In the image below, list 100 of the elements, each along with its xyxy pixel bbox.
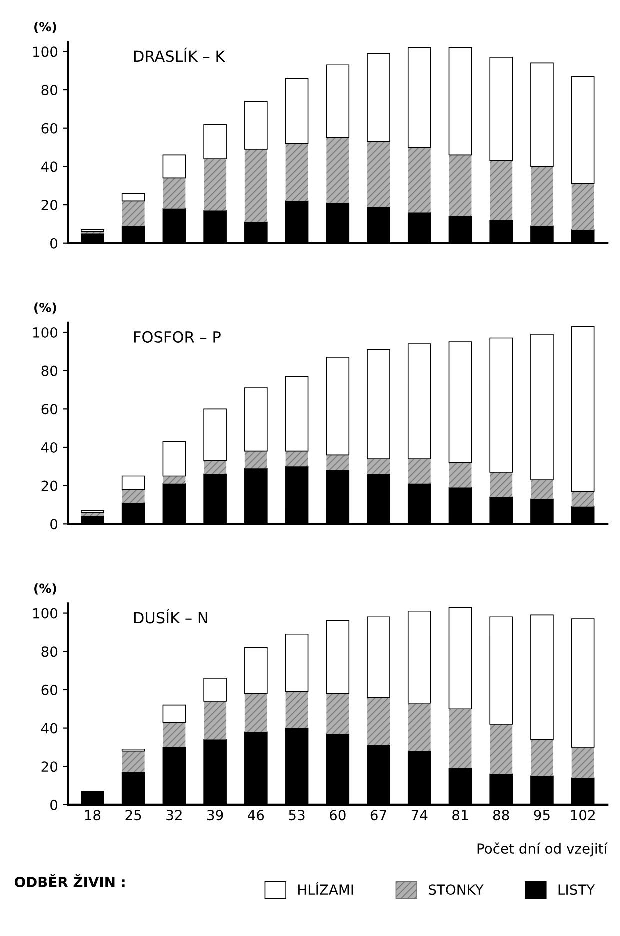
bar <box>204 408 227 462</box>
legend-label: STONKY <box>429 884 484 896</box>
y-tick-label: 20 <box>42 200 58 211</box>
bar <box>244 647 268 694</box>
y-tick-label: 60 <box>42 123 58 134</box>
bar <box>204 701 227 740</box>
bar <box>162 704 186 723</box>
bar <box>408 344 432 460</box>
bar <box>408 458 431 484</box>
bar <box>408 47 432 148</box>
bar <box>572 184 594 230</box>
bar <box>244 694 268 732</box>
x-axis-title: Počet dní od vzejití <box>478 842 608 857</box>
y-tick-label: 60 <box>42 404 58 415</box>
bar <box>490 724 513 774</box>
y-tick-label: 40 <box>41 723 58 734</box>
bar <box>490 338 514 473</box>
bar <box>122 201 145 226</box>
bar <box>326 455 350 470</box>
bar <box>530 740 554 776</box>
x-tick-label: 39 <box>208 810 224 821</box>
bar <box>122 476 146 490</box>
x-tick-label: 67 <box>370 810 386 821</box>
bar <box>530 334 554 480</box>
x-tick-label: 46 <box>248 810 264 821</box>
bar <box>408 610 432 704</box>
y-axis-title: (%) <box>34 22 56 34</box>
x-tick-label: 102 <box>571 810 595 821</box>
legend-title: ODBĚR ŽIVIN : <box>14 874 125 888</box>
x-tick-label: 60 <box>330 810 346 821</box>
y-tick-label: 0 <box>50 519 58 530</box>
bar <box>326 357 350 456</box>
y-tick-label: 100 <box>33 327 58 338</box>
bar <box>572 747 594 778</box>
x-tick-label: 74 <box>412 810 428 820</box>
bar <box>326 138 350 204</box>
y-tick-label: 60 <box>42 684 58 696</box>
bar <box>367 349 390 460</box>
bar <box>81 512 104 516</box>
y-tick-label: 100 <box>33 608 58 619</box>
y-tick-label: 80 <box>42 646 58 658</box>
bar <box>368 458 390 474</box>
bar <box>285 376 309 452</box>
bar <box>368 698 390 746</box>
bar <box>571 618 595 748</box>
y-tick-label: 100 <box>33 46 58 58</box>
chart-title: DUSÍK – N <box>134 609 208 624</box>
bar <box>122 751 145 772</box>
bar <box>286 144 308 202</box>
bar <box>244 388 268 452</box>
y-tick-label: 80 <box>42 366 58 376</box>
y-tick-label: 80 <box>42 85 58 96</box>
y-tick-label: 40 <box>41 162 58 172</box>
bar <box>326 64 350 138</box>
chart-title: DRASLÍK – K <box>134 48 226 62</box>
bar <box>572 492 594 507</box>
x-tick-label: 81 <box>452 810 468 821</box>
bar <box>163 476 186 484</box>
bar <box>449 155 472 217</box>
bar <box>530 480 554 500</box>
bar <box>448 342 472 464</box>
bar <box>285 634 309 692</box>
bar <box>571 76 595 184</box>
bar <box>368 142 390 207</box>
y-tick-label: 0 <box>50 238 58 249</box>
bar <box>367 616 390 698</box>
bar <box>163 178 186 209</box>
x-tick-label: 53 <box>289 810 305 821</box>
bar <box>490 160 513 220</box>
bar <box>286 692 308 728</box>
bar <box>408 148 431 213</box>
bar <box>490 472 513 498</box>
x-tick-label: 88 <box>493 810 510 821</box>
y-axis-title: (%) <box>34 584 56 595</box>
bar <box>122 193 146 202</box>
bar <box>530 614 554 740</box>
bar <box>367 53 390 142</box>
bar <box>448 607 472 710</box>
x-tick-label: 25 <box>126 810 142 821</box>
y-tick-label: 0 <box>50 800 58 810</box>
bar <box>204 678 227 702</box>
y-tick-label: 20 <box>42 762 58 772</box>
x-tick-label: 32 <box>166 810 182 821</box>
bar <box>408 703 431 752</box>
bar <box>244 451 268 469</box>
bar <box>286 451 308 467</box>
legend-label: HLÍZAMI <box>298 882 354 895</box>
bar <box>326 694 350 734</box>
bar <box>204 460 227 474</box>
chart-title: FOSFOR – P <box>134 331 221 343</box>
y-axis-title: (%) <box>34 302 56 314</box>
bar <box>530 166 554 226</box>
y-tick-label: 40 <box>41 442 58 453</box>
bar <box>285 78 309 144</box>
bar <box>244 149 268 222</box>
bar <box>490 616 514 725</box>
legend-label: LISTY <box>558 884 596 896</box>
bar <box>204 159 227 211</box>
bar <box>244 101 268 150</box>
bar <box>162 441 186 477</box>
